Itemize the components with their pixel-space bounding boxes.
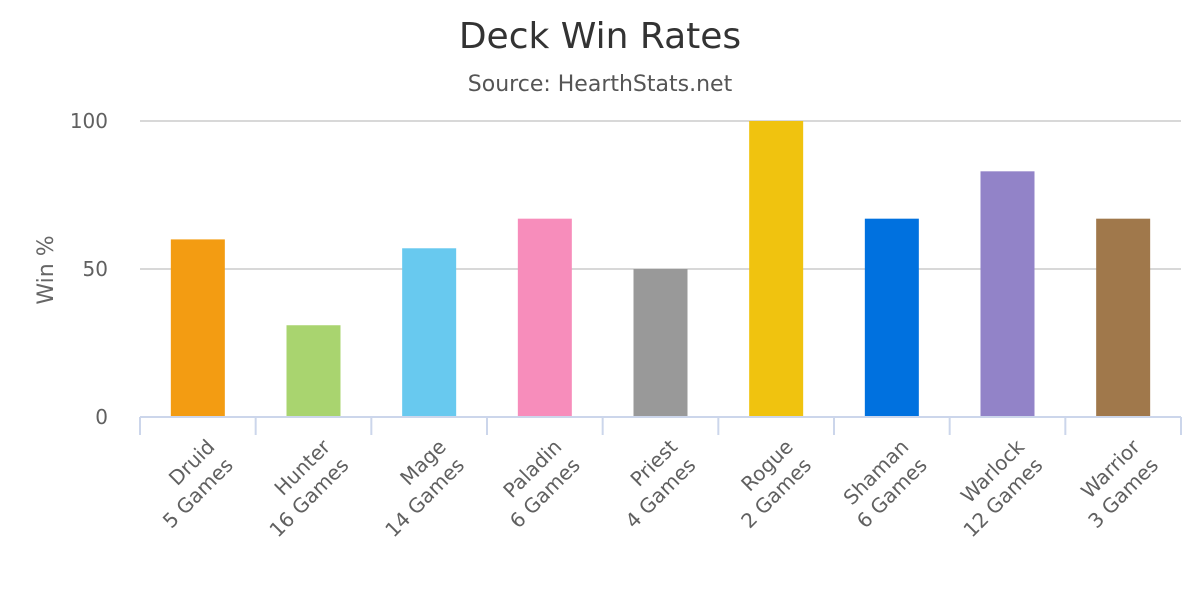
y-tick-label: 100: [70, 109, 108, 133]
x-tick-label: Rogue2 Games: [718, 435, 816, 533]
y-tick-label: 50: [83, 257, 108, 281]
bar[interactable]: [980, 171, 1035, 417]
bar[interactable]: [286, 325, 341, 417]
x-tick-label: Hunter16 Games: [246, 434, 354, 542]
x-tick-label: Priest4 Games: [602, 434, 700, 532]
bar[interactable]: [749, 121, 804, 417]
x-tick-label: Druid5 Games: [139, 435, 237, 533]
bar[interactable]: [170, 239, 225, 417]
chart-title: Deck Win Rates: [459, 16, 741, 57]
x-axis: [139, 416, 1182, 435]
x-tick-label: Paladin6 Games: [486, 435, 584, 533]
y-axis-label: Win %: [34, 235, 59, 304]
bar[interactable]: [517, 218, 572, 417]
y-tick-label: 0: [95, 405, 108, 429]
bar[interactable]: [633, 269, 688, 417]
chart-subtitle: Source: HearthStats.net: [468, 72, 733, 97]
x-tick-label: Warlock12 Games: [940, 434, 1048, 542]
bar[interactable]: [1096, 218, 1151, 417]
x-tick-label: Mage14 Games: [362, 435, 469, 542]
bar[interactable]: [864, 218, 919, 417]
y-axis-ticks: 0 50 100: [70, 109, 108, 429]
bar[interactable]: [402, 248, 457, 417]
x-axis-tick-labels: Druid5 Games Hunter16 Games Mage14 Games Pa…: [139, 434, 1164, 542]
x-tick-label: Warrior3 Games: [1065, 434, 1164, 533]
x-tick-label: Shaman6 Games: [833, 435, 931, 533]
bars: [170, 121, 1151, 417]
